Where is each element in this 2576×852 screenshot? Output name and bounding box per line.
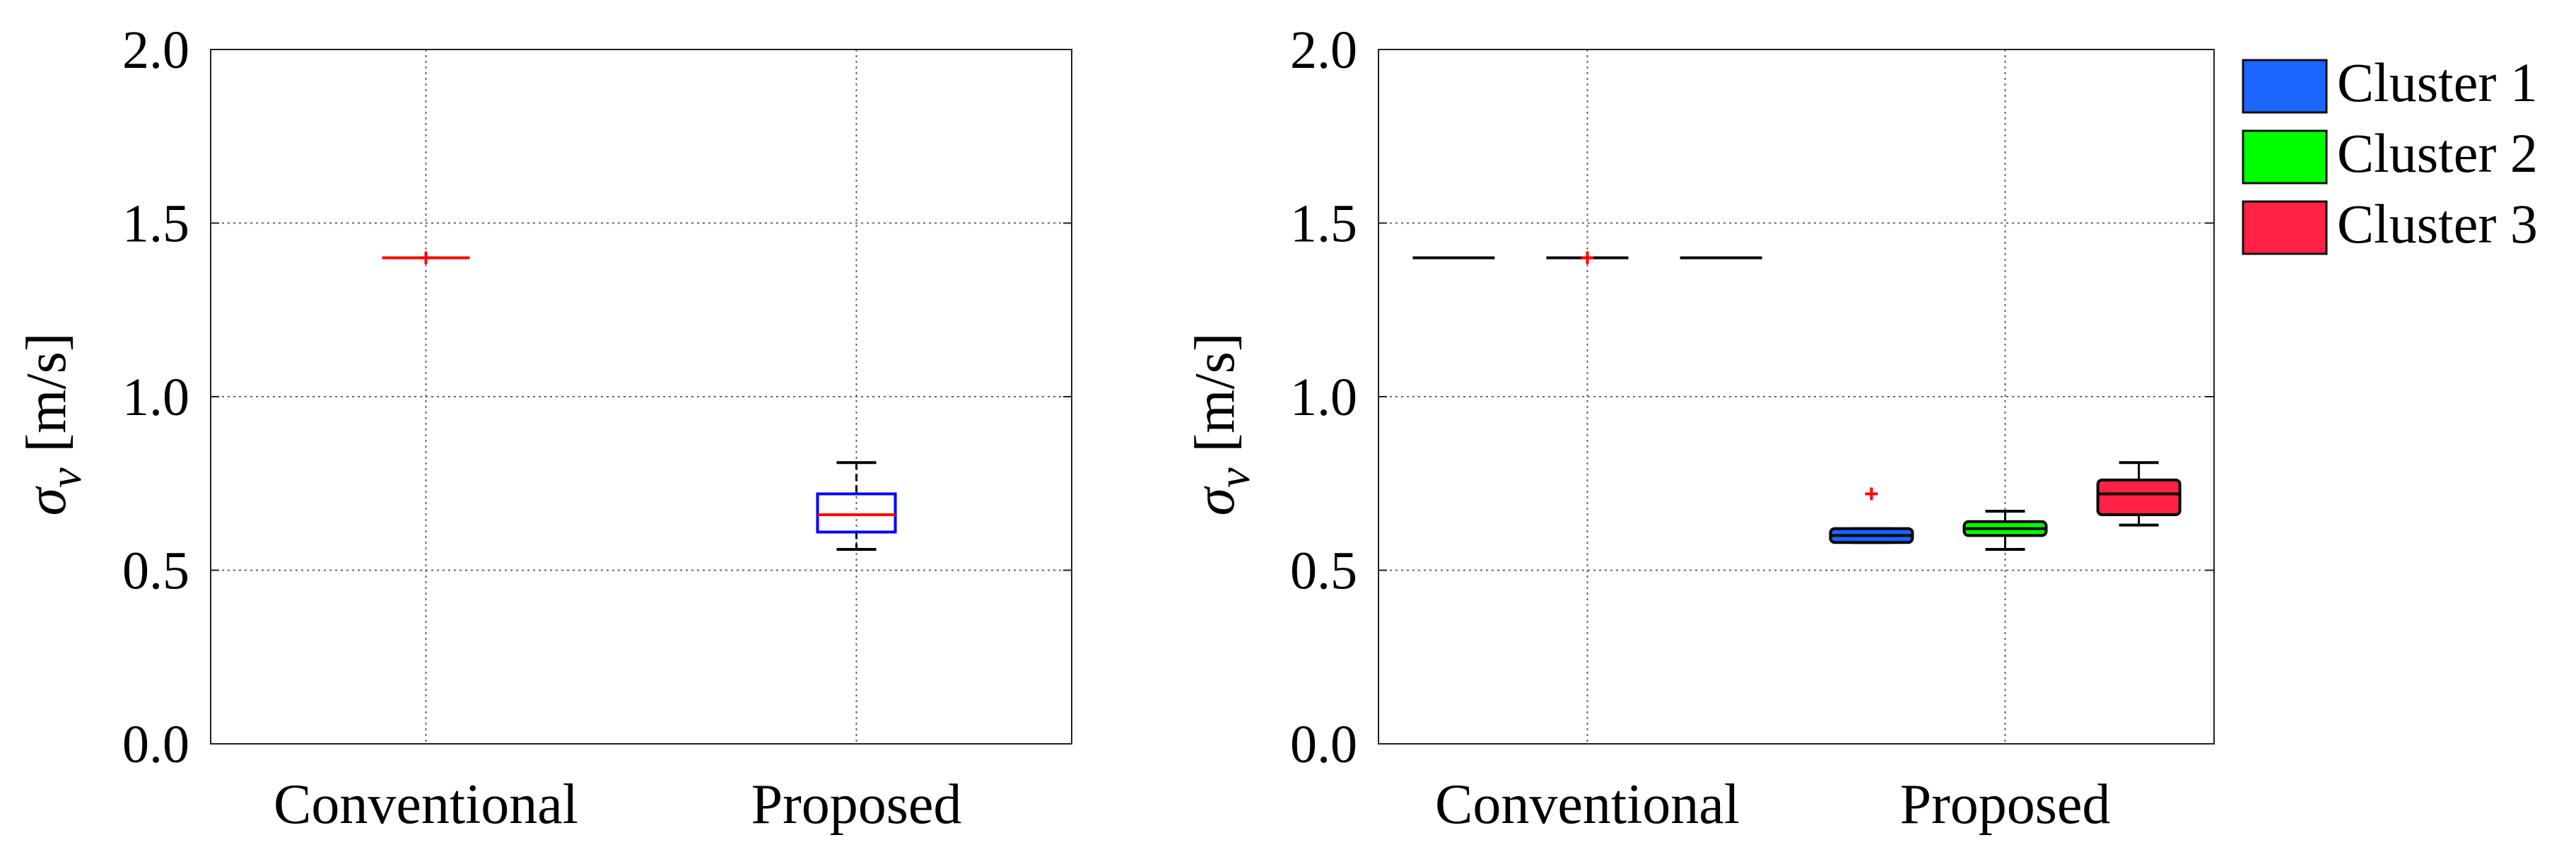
right-x-tick-label: Conventional [1435,774,1740,836]
box-proposed-cluster-1 [1829,487,1914,544]
left-axes-frame [210,49,1072,745]
legend-swatch [2242,59,2328,114]
right-panel: 0.0 0.5 1.0 1.5 2.0 Conventional Proposed σv [… [1184,21,2215,836]
right-y-tick-label: 1.5 [1290,194,1357,254]
legend-swatch [2242,200,2328,255]
right-y-tick-label: 2.0 [1290,21,1357,80]
box-conventional [382,251,470,264]
right-y-axis-symbol: σ [1184,486,1246,515]
box-outlier [419,251,433,264]
right-y-tick-label: 1.0 [1290,368,1357,427]
legend-label: Cluster 1 [2337,52,2538,113]
right-y-tick-label: 0.5 [1290,542,1357,601]
left-y-tick-label: 1.5 [122,194,189,254]
left-panel: 0.0 0.5 1.0 1.5 2.0 Conventional Proposed σv [… [16,21,1072,836]
box-conventional-cluster-2 [1546,251,1629,264]
left-y-axis-unit: [m/s] [16,333,78,453]
left-x-tick-label: Conventional [274,774,578,836]
legend: Cluster 1 Cluster 2 Cluster 3 [2242,52,2538,255]
right-y-axis-label: σv [m/s] [1184,333,1259,516]
box-body [816,492,897,534]
left-y-tick-label: 0.0 [122,715,189,774]
left-y-tick-label: 0.5 [122,542,189,601]
right-grid [1378,49,2214,745]
box-proposed-cluster-2 [1962,510,2048,552]
box-proposed [816,461,897,552]
right-x-tick-labels: Conventional Proposed [1435,774,2110,836]
left-y-axis-subscript: v [40,467,90,488]
legend-item-cluster-2: Cluster 2 [2242,122,2538,185]
legend-item-cluster-3: Cluster 3 [2242,193,2538,255]
right-boxes [1412,251,2182,552]
left-grid [211,49,1072,745]
left-y-tick-labels: 0.0 0.5 1.0 1.5 2.0 [122,21,189,774]
left-x-tick-labels: Conventional Proposed [274,774,961,836]
legend-label: Cluster 2 [2337,122,2538,184]
box-proposed-cluster-3 [2096,461,2182,527]
box-outlier [1581,251,1594,264]
left-y-axis-label: σv [m/s] [16,333,90,516]
left-x-tick-label: Proposed [751,774,962,836]
right-y-tick-labels: 0.0 0.5 1.0 1.5 2.0 [1290,21,1357,774]
left-boxes [382,251,897,552]
left-y-tick-label: 2.0 [122,21,189,80]
legend-swatch [2242,129,2328,185]
right-y-axis-unit: [m/s] [1184,333,1246,453]
right-y-tick-label: 0.0 [1290,715,1357,774]
legend-item-cluster-1: Cluster 1 [2242,52,2538,114]
legend-label: Cluster 3 [2337,193,2538,255]
left-y-axis-symbol: σ [16,486,78,515]
right-axes-frame [1378,49,2215,745]
right-x-tick-label: Proposed [1900,774,2111,836]
box-outlier [1865,487,1878,501]
left-y-tick-label: 1.0 [122,368,189,427]
box-body [2096,478,2182,516]
right-y-axis-subscript: v [1209,467,1259,488]
